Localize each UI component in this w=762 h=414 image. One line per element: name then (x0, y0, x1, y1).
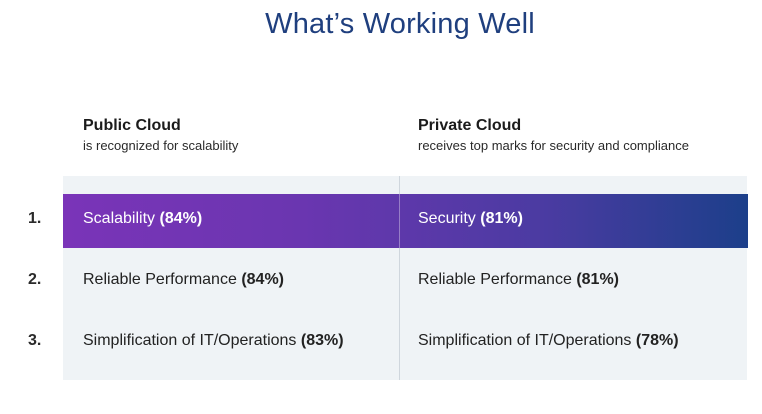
private-row-3: Simplification of IT/Operations (78%) (418, 331, 679, 351)
public-row-3: Simplification of IT/Operations (83%) (83, 331, 344, 351)
rank-number: 2. (28, 271, 42, 288)
rank-number: 3. (28, 332, 42, 349)
private-row-2: Reliable Performance (81%) (418, 270, 619, 290)
private-row-1: Security (81%) (418, 209, 523, 229)
public-row-2-label: Reliable Performance (83, 271, 237, 288)
private-cloud-header: Private Cloud receives top marks for sec… (418, 116, 689, 155)
private-row-3-percent: (78%) (635, 332, 679, 349)
private-cloud-subheading: receives top marks for security and comp… (418, 138, 689, 153)
public-cloud-subheading: is recognized for scalability (83, 138, 239, 153)
highlight-divider (399, 194, 400, 248)
public-cloud-header: Public Cloud is recognized for scalabili… (83, 116, 238, 155)
private-row-1-percent: (81%) (480, 210, 523, 227)
private-row-3-label: Simplification of IT/Operations (418, 332, 632, 349)
public-row-1: Scalability (84%) (83, 209, 202, 229)
column-divider (399, 176, 400, 380)
public-row-2-percent: (84%) (241, 271, 284, 288)
page-title: What’s Working Well (265, 8, 535, 40)
public-row-1-percent: (84%) (159, 210, 203, 227)
rank-number: 1. (28, 210, 42, 227)
private-row-2-percent: (81%) (576, 271, 619, 288)
public-row-1-label: Scalability (83, 210, 156, 227)
top-rank-highlight (63, 194, 748, 248)
private-cloud-heading: Private Cloud (418, 117, 522, 134)
public-row-3-label: Simplification of IT/Operations (83, 332, 297, 349)
private-row-1-label: Security (418, 210, 476, 227)
public-row-2: Reliable Performance (84%) (83, 270, 284, 290)
public-cloud-heading: Public Cloud (83, 117, 181, 134)
public-row-3-percent: (83%) (300, 332, 344, 349)
private-row-2-label: Reliable Performance (418, 271, 572, 288)
